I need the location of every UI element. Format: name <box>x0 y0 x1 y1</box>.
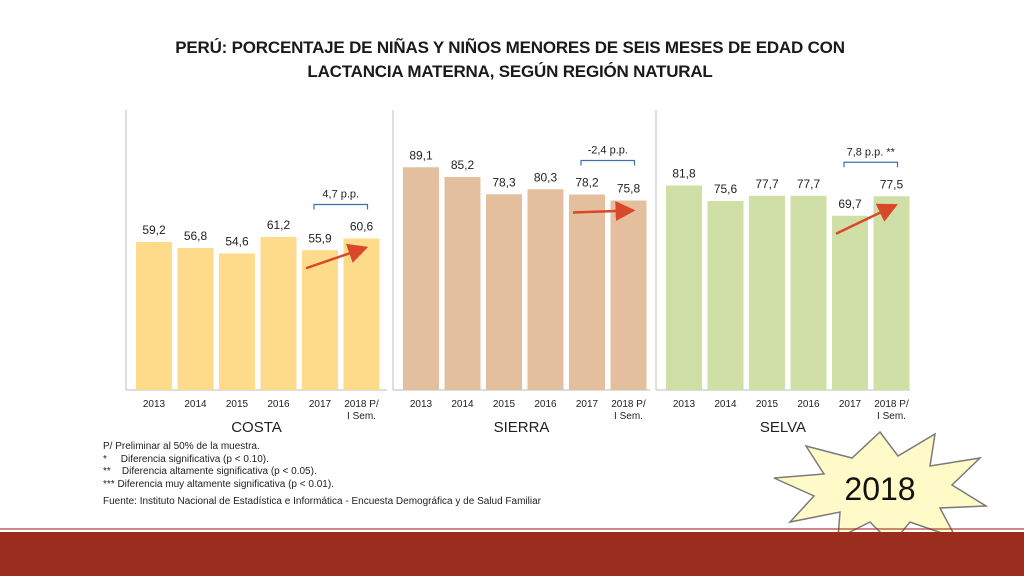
tick-label-selva-5-line2: I Sem. <box>877 411 906 422</box>
note-altamente-significativa: ** Diferencia altamente significativa (p… <box>103 466 317 477</box>
tick-label-costa-0: 2013 <box>143 399 166 410</box>
tick-label-costa-5-line2: I Sem. <box>347 411 376 422</box>
tick-label-sierra-0: 2013 <box>410 399 433 410</box>
tick-label-selva-0: 2013 <box>673 399 696 410</box>
bar-chart: 59,2 2013 56,8 2014 54,6 2015 61,2 2016 55,9 2017… <box>125 110 910 436</box>
bar-sierra-5 <box>610 200 647 390</box>
tick-label-sierra-5-line1: 2018 P/ <box>611 399 646 410</box>
tick-label-selva-4: 2017 <box>839 399 862 410</box>
bar-costa-3 <box>260 237 297 390</box>
tick-label-selva-2: 2015 <box>756 399 779 410</box>
data-label-selva-5: 77,5 <box>880 177 904 191</box>
data-label-costa-4: 55,9 <box>308 231 332 245</box>
bar-sierra-4 <box>569 194 605 390</box>
bar-selva-2 <box>749 195 785 390</box>
data-label-sierra-3: 80,3 <box>534 170 558 184</box>
chart-title-line1: PERÚ: PORCENTAJE DE NIÑAS Y NIÑOS MENORE… <box>175 38 845 57</box>
bar-sierra-2 <box>486 194 522 390</box>
change-bracket-costa <box>313 203 369 210</box>
tick-label-costa-2: 2015 <box>226 399 249 410</box>
change-label-sierra: -2,4 p.p. <box>588 145 628 157</box>
bar-costa-1 <box>177 248 214 390</box>
trend-arrow-selva <box>835 203 899 235</box>
bar-selva-5 <box>873 196 910 390</box>
data-label-sierra-0: 89,1 <box>409 148 433 162</box>
change-label-selva: 7,8 p.p. ** <box>847 146 896 158</box>
year-starburst-badge: 2018 <box>773 430 989 545</box>
data-label-selva-4: 69,7 <box>838 197 862 211</box>
tick-label-sierra-4: 2017 <box>576 399 599 410</box>
bar-selva-3 <box>790 195 827 390</box>
chart-title: PERÚ: PORCENTAJE DE NIÑAS Y NIÑOS MENORE… <box>120 36 900 84</box>
change-label-costa: 4,7 p.p. <box>322 189 359 201</box>
note-significativa: * Diferencia significativa (p < 0.10). <box>103 453 269 465</box>
data-label-sierra-4: 78,2 <box>575 176 599 190</box>
bar-costa-4 <box>302 250 338 390</box>
tick-label-selva-5-line1: 2018 P/ <box>874 399 909 410</box>
chart-title-line2: LACTANCIA MATERNA, SEGÚN REGIÓN NATURAL <box>307 62 713 81</box>
trend-arrow-costa <box>305 243 369 270</box>
data-label-selva-0: 81,8 <box>672 167 696 181</box>
tick-label-costa-3: 2016 <box>267 399 290 410</box>
bar-costa-5 <box>343 238 380 390</box>
tick-label-sierra-2: 2015 <box>493 399 516 410</box>
group-label-costa: COSTA <box>231 419 282 436</box>
tick-label-sierra-1: 2014 <box>451 399 474 410</box>
tick-label-selva-1: 2014 <box>714 399 737 410</box>
group-label-selva: SELVA <box>760 419 806 436</box>
data-label-selva-2: 77,7 <box>755 177 779 191</box>
bar-selva-1 <box>707 201 744 390</box>
data-label-sierra-1: 85,2 <box>451 158 475 172</box>
data-label-costa-3: 61,2 <box>267 218 291 232</box>
note-preliminar: P/ Preliminar al 50% de la muestra. <box>103 441 260 452</box>
change-bracket-sierra <box>580 159 636 166</box>
note-muy-altamente-significativa: *** Diferencia muy altamente significati… <box>103 478 334 490</box>
bar-sierra-3 <box>527 189 564 390</box>
data-label-sierra-2: 78,3 <box>492 175 516 189</box>
change-bracket-selva <box>843 161 899 168</box>
footer-thin-line <box>0 528 1024 530</box>
data-label-costa-2: 54,6 <box>225 235 249 249</box>
tick-label-costa-1: 2014 <box>184 399 207 410</box>
tick-label-sierra-3: 2016 <box>534 399 557 410</box>
bar-sierra-0 <box>403 167 439 390</box>
tick-label-sierra-5-line2: I Sem. <box>614 411 643 422</box>
bar-costa-2 <box>219 253 255 390</box>
bar-selva-0 <box>666 185 702 390</box>
trend-arrow-sierra <box>572 201 636 222</box>
tick-label-costa-5-line1: 2018 P/ <box>344 399 379 410</box>
tick-label-costa-4: 2017 <box>309 399 332 410</box>
bar-sierra-1 <box>444 177 481 390</box>
bar-selva-4 <box>832 215 868 390</box>
data-label-costa-0: 59,2 <box>142 223 166 237</box>
bar-costa-0 <box>136 242 172 390</box>
data-label-costa-5: 60,6 <box>350 220 374 234</box>
data-label-costa-1: 56,8 <box>184 229 208 243</box>
footnotes: P/ Preliminar al 50% de la muestra. * Di… <box>103 441 541 509</box>
tick-label-selva-3: 2016 <box>797 399 820 410</box>
data-label-selva-1: 75,6 <box>714 182 738 196</box>
data-label-selva-3: 77,7 <box>797 177 821 191</box>
data-label-sierra-5: 75,8 <box>617 182 641 196</box>
footer-bar <box>0 532 1024 576</box>
group-label-sierra: SIERRA <box>494 419 550 436</box>
source-note: Fuente: Instituto Nacional de Estadístic… <box>103 496 541 507</box>
badge-year-text: 2018 <box>844 471 915 507</box>
